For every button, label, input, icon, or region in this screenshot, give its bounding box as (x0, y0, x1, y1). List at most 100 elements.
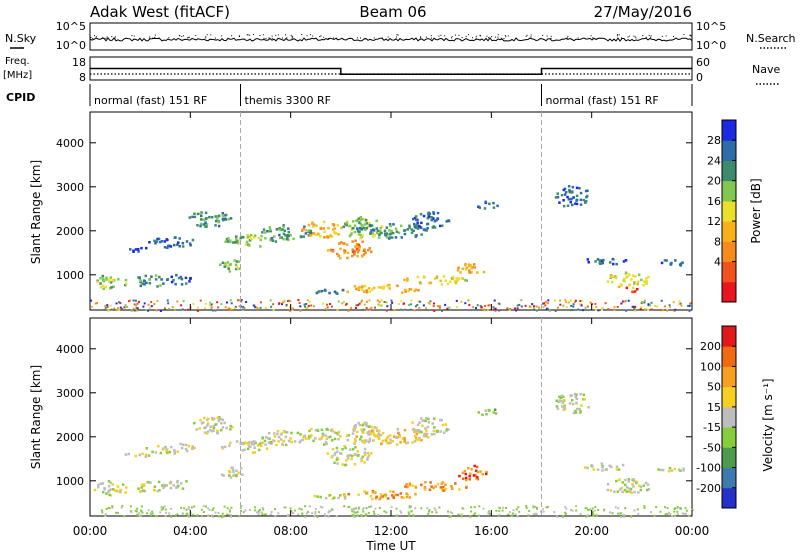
range-cell (360, 227, 363, 230)
range-cell (459, 271, 462, 274)
range-cell (253, 506, 256, 509)
range-cell (228, 308, 231, 311)
range-cell (396, 428, 399, 431)
range-cell (488, 202, 491, 206)
nsearch-dot (567, 35, 569, 37)
range-cell (488, 512, 491, 515)
range-cell (427, 417, 430, 421)
range-cell (357, 288, 361, 292)
range-cell (644, 281, 648, 285)
range-cell (360, 428, 363, 431)
range-cell (494, 412, 498, 415)
range-cell (301, 512, 304, 515)
range-cell (187, 308, 190, 311)
range-cell (483, 309, 486, 312)
range-cell (149, 481, 152, 484)
range-cell (546, 505, 549, 508)
range-cell (313, 494, 317, 498)
range-cell (151, 510, 154, 513)
title-left: Adak West (fitACF) (90, 3, 230, 21)
range-cell (214, 423, 217, 426)
range-cell (121, 505, 124, 507)
range-cell (242, 308, 244, 311)
range-cell (647, 303, 650, 306)
nsearch-dot (285, 34, 286, 36)
range-cell (242, 236, 245, 239)
range-cell (420, 439, 423, 442)
range-cell (335, 432, 339, 435)
range-cell (624, 299, 627, 302)
range-cell (232, 474, 235, 477)
nsearch-dot (152, 37, 154, 39)
nsearch-dot (114, 36, 116, 38)
range-cell (456, 306, 459, 309)
range-cell (579, 392, 582, 396)
nsearch-dot (497, 36, 499, 38)
range-cell (445, 428, 449, 431)
range-cell (333, 496, 336, 499)
range-cell (572, 196, 575, 199)
range-cell (363, 218, 366, 221)
range-cell (337, 457, 340, 461)
range-cell (615, 262, 618, 266)
nsearch-dot (168, 37, 170, 39)
range-cell (580, 304, 583, 307)
range-cell (433, 226, 437, 229)
nsearch-dot (106, 36, 108, 38)
range-cell (674, 514, 676, 517)
range-cell (101, 274, 105, 278)
range-cell (440, 224, 444, 227)
range-cell (147, 509, 150, 512)
range-cell (359, 218, 362, 222)
ytick-label: 3000 (56, 387, 84, 400)
range-cell (418, 306, 421, 309)
range-cell (353, 285, 357, 288)
range-cell (632, 305, 635, 308)
range-cell (323, 230, 326, 233)
range-cell (435, 276, 438, 280)
range-cell (361, 285, 364, 288)
range-cell (278, 227, 281, 230)
range-cell (276, 432, 279, 436)
range-cell (352, 227, 355, 230)
range-cell (324, 513, 326, 516)
range-cell (189, 277, 192, 280)
range-cell (394, 493, 397, 497)
range-cell (630, 278, 633, 281)
range-cell (357, 493, 360, 496)
range-cell (368, 505, 371, 508)
range-cell (250, 442, 254, 446)
range-cell (579, 203, 583, 206)
range-cell (645, 277, 648, 280)
range-cell (180, 482, 183, 485)
range-cell (378, 231, 381, 235)
range-cell (357, 249, 361, 252)
range-cell (326, 428, 329, 431)
range-cell (138, 515, 141, 518)
range-cell (185, 449, 189, 453)
xtick-label: 20:00 (574, 524, 609, 538)
range-cell (329, 429, 333, 432)
range-cell (201, 515, 203, 518)
range-cell (392, 496, 396, 500)
range-cell (287, 234, 290, 238)
freq-tick-bottom: 8 (79, 71, 86, 84)
range-cell (382, 287, 385, 290)
range-cell (140, 246, 143, 250)
range-cell (269, 513, 272, 516)
nsearch-dot (94, 35, 95, 37)
range-cell (617, 512, 620, 515)
range-cell (355, 430, 359, 434)
range-cell (428, 212, 432, 215)
range-cell (584, 507, 587, 510)
range-cell (476, 470, 480, 474)
range-cell (260, 234, 263, 238)
range-cell (336, 462, 339, 465)
range-cell (180, 446, 184, 450)
range-cell (441, 423, 445, 427)
range-cell (354, 239, 357, 242)
range-cell (229, 217, 233, 220)
range-cell (129, 505, 132, 508)
range-cell (200, 422, 204, 425)
range-cell (432, 212, 436, 215)
